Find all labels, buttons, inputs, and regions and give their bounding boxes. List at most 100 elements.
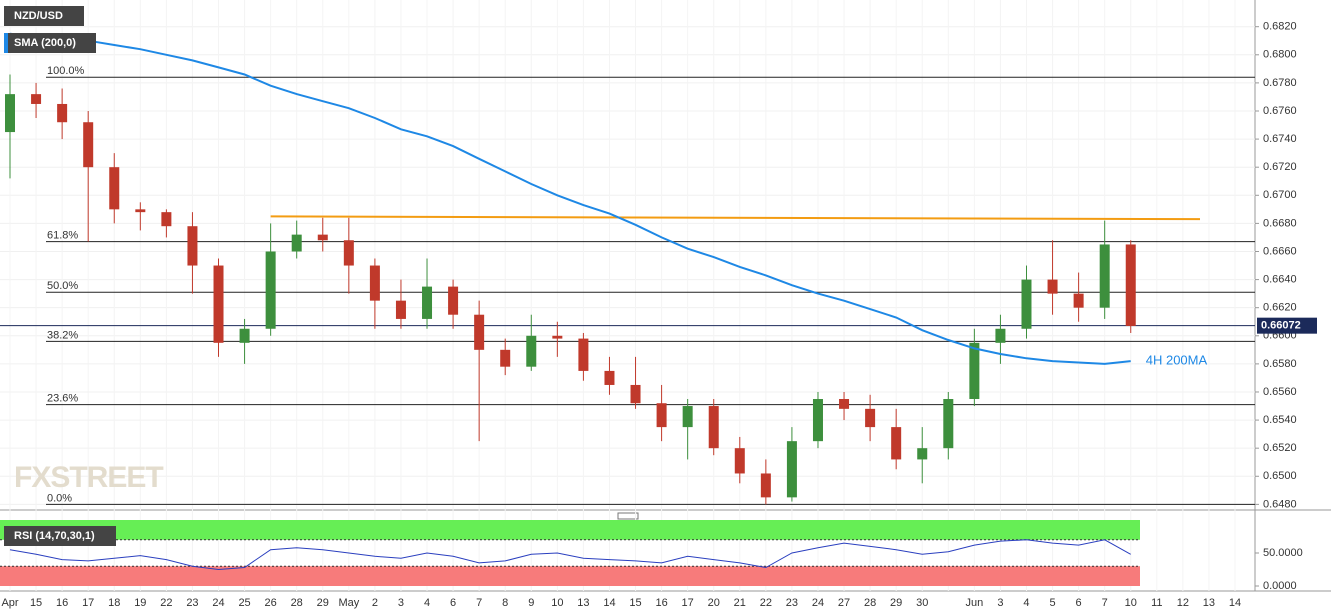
rsi-name: RSI (14,70,30,1) (14, 530, 95, 542)
y-tick-label: 0.6760 (1263, 105, 1297, 117)
candle-body (1073, 293, 1084, 308)
x-tick-label: 3 (997, 597, 1003, 609)
x-tick-label: 13 (1203, 597, 1215, 609)
x-tick-label: 22 (760, 597, 772, 609)
y-tick-label: 0.6640 (1263, 273, 1297, 285)
candle-body (83, 122, 94, 168)
x-tick-label: May (338, 597, 359, 609)
candle-body (213, 265, 224, 343)
x-tick-label: 30 (916, 597, 928, 609)
candle-body (422, 286, 433, 319)
y-tick-label: 0.6660 (1263, 245, 1297, 257)
y-tick-label: 0.6820 (1263, 21, 1297, 33)
x-tick-label: 23 (786, 597, 798, 609)
candle-body (891, 427, 902, 460)
pane-handle[interactable] (617, 512, 639, 520)
rsi-tick-label: 50.0000 (1263, 547, 1303, 559)
y-tick-label: 0.6780 (1263, 77, 1297, 89)
y-tick-label: 0.6560 (1263, 386, 1297, 398)
x-tick-label: 27 (838, 597, 850, 609)
x-tick-label: 25 (238, 597, 250, 609)
candle-body (135, 209, 146, 213)
candle-body (708, 406, 719, 449)
y-tick-label: 0.6540 (1263, 414, 1297, 426)
x-tick-label: 2 (372, 597, 378, 609)
candle-body (943, 399, 954, 449)
y-tick-label: 0.6500 (1263, 470, 1297, 482)
fib-label: 50.0% (47, 280, 78, 292)
candle-body (31, 94, 42, 104)
rsi-line (9, 539, 1131, 571)
x-tick-label: 10 (1125, 597, 1137, 609)
x-tick-label: Apr (1, 597, 18, 609)
x-tick-label: 18 (108, 597, 120, 609)
x-tick-label: 15 (629, 597, 641, 609)
last-price: 0.66072 (1261, 320, 1301, 332)
y-tick-label: 0.6740 (1263, 133, 1297, 145)
sma-line (9, 32, 1131, 365)
candle-body (265, 251, 276, 329)
x-tick-label: 29 (890, 597, 902, 609)
x-tick-label: 17 (82, 597, 94, 609)
candle-body (969, 342, 980, 400)
sma-tag (4, 33, 96, 53)
candle-body (760, 473, 771, 498)
candle-body (448, 286, 459, 315)
sma-name: SMA (200,0) (14, 37, 76, 49)
symbol-tag (4, 6, 84, 26)
x-tick-label: Jun (965, 597, 983, 609)
candle-body (604, 370, 615, 385)
x-tick-label: 11 (1151, 597, 1162, 609)
candle-body (839, 399, 850, 409)
x-tick-label: 12 (1177, 597, 1189, 609)
candle-body (682, 406, 693, 428)
symbol: NZD/USD (14, 10, 63, 22)
x-tick-label: 5 (1049, 597, 1055, 609)
x-tick-label: 23 (186, 597, 198, 609)
x-tick-label: 22 (160, 597, 172, 609)
candle-body (343, 240, 354, 266)
x-tick-label: 9 (528, 597, 534, 609)
x-tick-label: 3 (398, 597, 404, 609)
y-tick-label: 0.6520 (1263, 442, 1297, 454)
sma-label: 4H 200MA (1146, 353, 1208, 368)
candle-body (1021, 279, 1032, 329)
last-price-tag (1257, 317, 1317, 334)
x-tick-label: 4 (1023, 597, 1029, 609)
candle-body (917, 448, 928, 460)
y-tick-label: 0.6700 (1263, 189, 1297, 201)
x-tick-label: 16 (56, 597, 68, 609)
candle-body (395, 300, 406, 319)
candle-body (552, 335, 563, 339)
x-tick-label: 7 (476, 597, 482, 609)
fib-label: 0.0% (47, 492, 72, 504)
x-tick-label: 15 (30, 597, 42, 609)
x-tick-label: 6 (1076, 597, 1082, 609)
oversold-zone (0, 566, 1140, 586)
candle-body (474, 314, 485, 350)
x-tick-label: 24 (812, 597, 824, 609)
candle-body (734, 448, 745, 474)
x-tick-label: 17 (682, 597, 694, 609)
x-tick-label: 28 (291, 597, 303, 609)
x-tick-label: 16 (655, 597, 667, 609)
candle-body (109, 167, 120, 210)
candle-body (500, 349, 511, 367)
y-tick-label: 0.6620 (1263, 302, 1297, 314)
candle-body (1125, 244, 1136, 326)
candle-body (5, 94, 15, 133)
x-tick-label: 14 (1229, 597, 1241, 609)
candle-body (786, 441, 797, 498)
y-tick-label: 0.6580 (1263, 358, 1297, 370)
x-tick-label: 13 (577, 597, 589, 609)
x-tick-label: 14 (603, 597, 615, 609)
fib-label: 61.8% (47, 230, 78, 242)
y-tick-label: 0.6720 (1263, 161, 1297, 173)
candle-body (578, 338, 589, 371)
candle-body (526, 335, 537, 367)
fib-label: 23.6% (47, 393, 78, 405)
rsi-tick-label: 0.0000 (1263, 580, 1297, 592)
x-tick-label: 10 (551, 597, 563, 609)
candle-body (995, 328, 1006, 343)
sma-swatch (4, 33, 8, 53)
